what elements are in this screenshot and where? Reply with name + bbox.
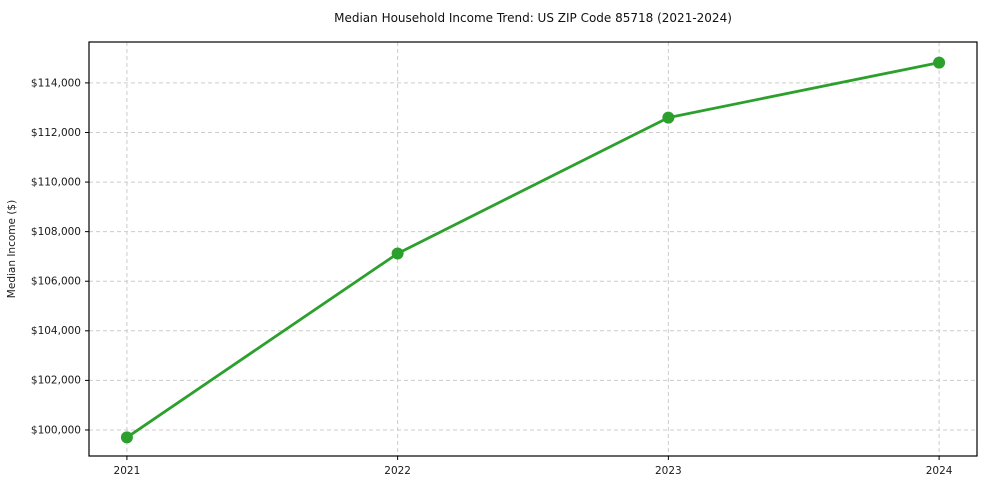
- x-tick-label: 2023: [655, 465, 682, 477]
- data-point-2023: [662, 111, 675, 124]
- plot-border: [88, 41, 978, 457]
- data-point-2022: [391, 247, 404, 260]
- data-point-2021: [120, 431, 133, 444]
- data-point-2024: [933, 56, 946, 69]
- y-tick-label: $110,000: [31, 176, 81, 188]
- chart-title: Median Household Income Trend: US ZIP Co…: [334, 11, 732, 25]
- x-tick-label: 2021: [114, 465, 141, 477]
- y-tick-label: $106,000: [31, 276, 81, 288]
- y-tick-label: $108,000: [31, 226, 81, 238]
- y-tick-label: $104,000: [31, 325, 81, 337]
- y-tick-label: $102,000: [31, 375, 81, 387]
- y-tick-label: $114,000: [31, 77, 81, 89]
- x-tick-label: 2022: [384, 465, 411, 477]
- plot-area: $100,000 $102,000 $104,000 $106,000 $108,000…: [31, 41, 978, 477]
- y-tick-label: $112,000: [31, 127, 81, 139]
- trend-line: [125, 61, 941, 439]
- x-tick-label: 2024: [926, 465, 953, 477]
- y-axis-label: Median Income ($): [6, 200, 18, 298]
- y-tick-label: $100,000: [31, 424, 81, 436]
